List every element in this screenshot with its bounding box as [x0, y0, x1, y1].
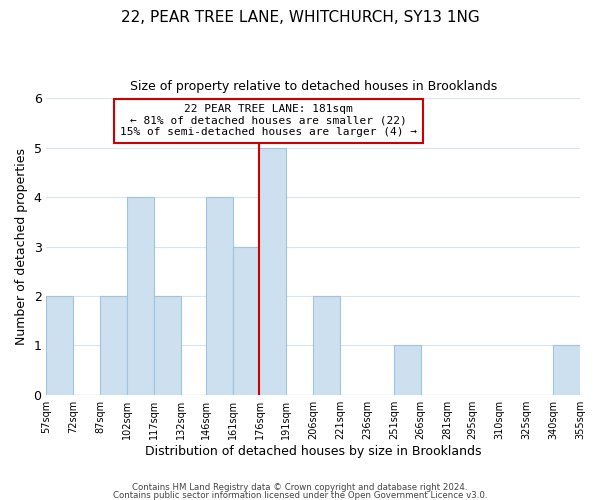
Y-axis label: Number of detached properties: Number of detached properties — [15, 148, 28, 345]
Bar — [206, 197, 233, 394]
Bar — [394, 346, 421, 395]
Text: Contains HM Land Registry data © Crown copyright and database right 2024.: Contains HM Land Registry data © Crown c… — [132, 484, 468, 492]
Bar — [46, 296, 73, 394]
Bar — [154, 296, 181, 394]
Text: 22 PEAR TREE LANE: 181sqm
← 81% of detached houses are smaller (22)
15% of semi-: 22 PEAR TREE LANE: 181sqm ← 81% of detac… — [120, 104, 417, 138]
Bar — [127, 197, 154, 394]
Title: Size of property relative to detached houses in Brooklands: Size of property relative to detached ho… — [130, 80, 497, 93]
Text: Contains public sector information licensed under the Open Government Licence v3: Contains public sector information licen… — [113, 490, 487, 500]
Text: 22, PEAR TREE LANE, WHITCHURCH, SY13 1NG: 22, PEAR TREE LANE, WHITCHURCH, SY13 1NG — [121, 10, 479, 25]
Bar — [233, 246, 259, 394]
Bar — [259, 148, 286, 394]
Bar — [553, 346, 580, 395]
Bar — [313, 296, 340, 394]
X-axis label: Distribution of detached houses by size in Brooklands: Distribution of detached houses by size … — [145, 444, 481, 458]
Bar — [100, 296, 127, 394]
